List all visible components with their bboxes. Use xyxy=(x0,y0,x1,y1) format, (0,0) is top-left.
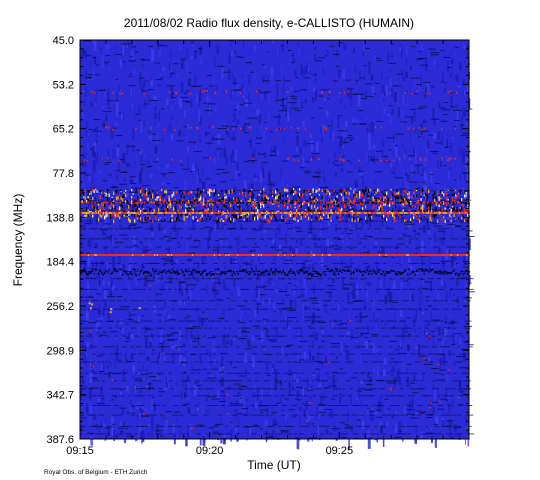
y-tick-label: 184.4 xyxy=(46,257,74,269)
chart-title: 2011/08/02 Radio flux density, e-CALLIST… xyxy=(124,16,414,30)
y-tick: 77.8 xyxy=(53,168,469,180)
x-tick: 09:25 xyxy=(326,40,354,457)
spectrogram-texture xyxy=(80,40,475,451)
y-tick: 65.2 xyxy=(53,124,469,136)
y-tick: 53.2 xyxy=(53,79,469,91)
y-tick: 342.7 xyxy=(46,390,469,402)
y-tick: 184.4 xyxy=(46,257,469,269)
y-tick-label: 138.8 xyxy=(46,212,74,224)
y-tick: 298.9 xyxy=(46,345,469,357)
y-axis-label: Frequency (MHz) xyxy=(11,194,25,287)
x-tick: 09:15 xyxy=(66,40,94,457)
y-tick-label: 256.2 xyxy=(46,301,74,313)
x-tick-label: 09:25 xyxy=(326,445,354,457)
y-tick-label: 77.8 xyxy=(53,168,74,180)
y-tick-label: 387.6 xyxy=(46,434,74,446)
y-tick-label: 65.2 xyxy=(53,124,74,136)
x-tick: 09:20 xyxy=(196,40,224,457)
y-tick-label: 45.0 xyxy=(53,35,74,47)
plot-area xyxy=(79,39,475,451)
y-tick: 256.2 xyxy=(46,301,469,313)
x-axis: 09:15 09:20 09:25 xyxy=(66,40,444,457)
x-tick-label: 09:15 xyxy=(66,445,94,457)
y-tick-label: 298.9 xyxy=(46,345,74,357)
x-axis-label: Time (UT) xyxy=(247,458,301,472)
y-tick: 138.8 xyxy=(46,212,469,224)
y-tick: 387.6 xyxy=(46,434,469,446)
x-tick-label: 09:20 xyxy=(196,445,224,457)
plot-frame xyxy=(79,39,470,440)
y-tick: 45.0 xyxy=(53,35,469,47)
y-tick-label: 342.7 xyxy=(46,390,74,402)
footer-credit: Royal Obs. of Belgium - ETH Zurich xyxy=(44,469,148,476)
y-tick-label: 53.2 xyxy=(53,79,74,91)
y-axis: 45.0 53.2 65.2 77.8 138.8 184.4 256.2 298.9 342.… xyxy=(46,35,469,446)
